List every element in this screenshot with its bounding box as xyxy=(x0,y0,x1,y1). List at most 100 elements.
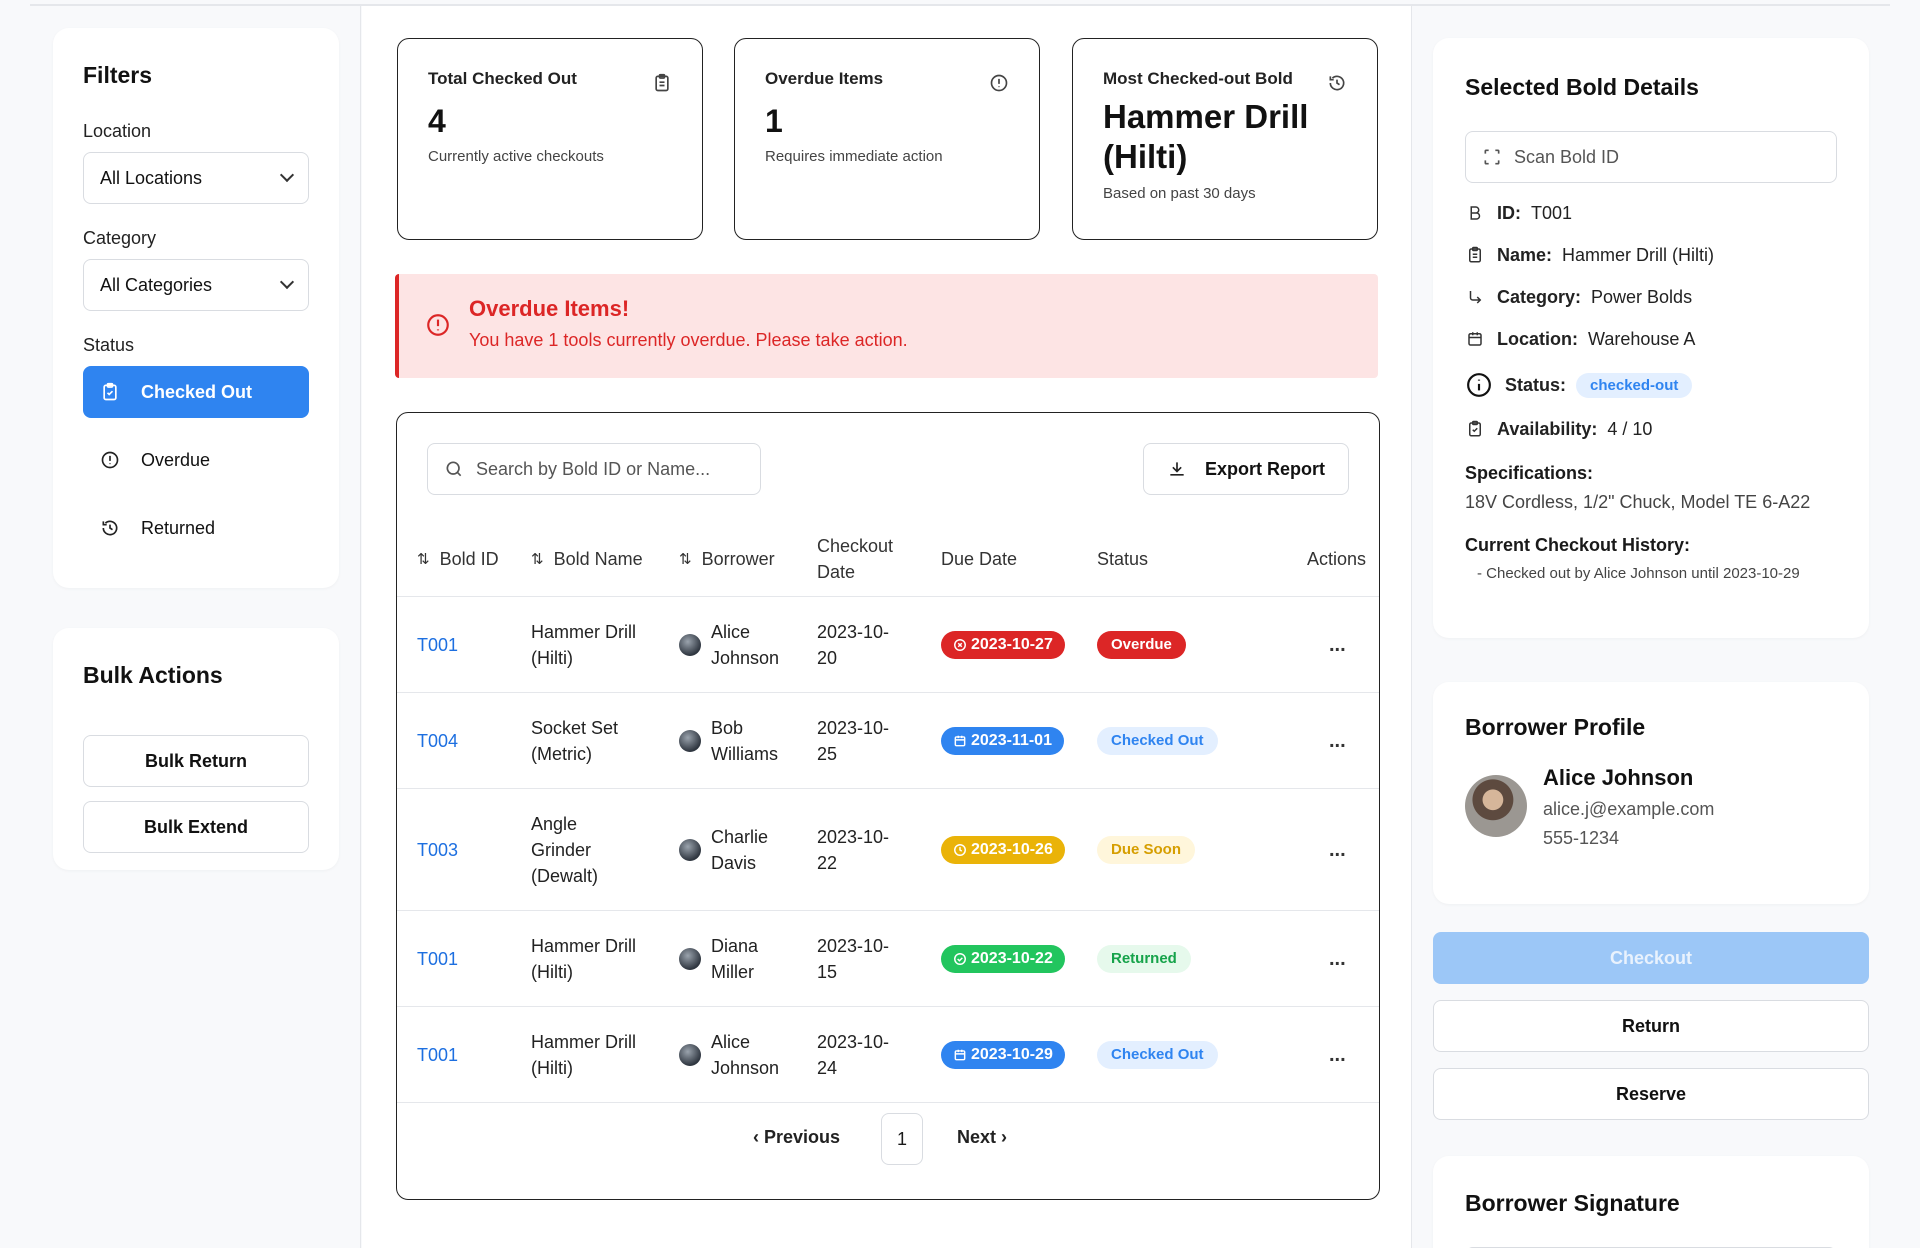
history-label: Current Checkout History: xyxy=(1465,535,1691,555)
return-button[interactable]: Return xyxy=(1433,1000,1869,1052)
corner-down-right-icon xyxy=(1465,287,1485,307)
row-id-link[interactable]: T004 xyxy=(417,730,459,751)
detail-key: Category: xyxy=(1497,286,1582,307)
borrower-profile-card: Borrower Profile Alice Johnson alice.j@e… xyxy=(1433,682,1869,904)
detail-location: Location: Warehouse A xyxy=(1465,327,1837,351)
due-date-badge: 2023-10-22 xyxy=(941,944,1065,973)
status-filter-returned[interactable]: Returned xyxy=(83,502,309,554)
page-number-button[interactable]: 1 xyxy=(881,1113,923,1165)
row-borrower: Bob Williams xyxy=(679,693,799,788)
row-id[interactable]: T001 xyxy=(417,911,458,1006)
calendar-icon xyxy=(954,1049,966,1060)
row-id-link[interactable]: T001 xyxy=(417,1044,459,1065)
col-header-name[interactable]: ⇅ Bold Name xyxy=(531,521,643,597)
row-due-date: 2023-10-22 xyxy=(941,911,1065,1006)
alert-title: Overdue Items! xyxy=(469,296,630,321)
alert-circle-icon xyxy=(425,312,451,338)
due-date-badge: 2023-10-27 xyxy=(941,630,1065,659)
avatar xyxy=(1465,775,1527,837)
table-row[interactable]: T004 Socket Set (Metric) Bob Williams 20… xyxy=(397,693,1379,789)
main-content: Total Checked Out 4 Currently active che… xyxy=(362,6,1412,1248)
row-id[interactable]: T001 xyxy=(417,597,458,692)
row-id-link[interactable]: T001 xyxy=(417,634,459,655)
search-input[interactable]: Search by Bold ID or Name... xyxy=(427,443,761,495)
clipboard-icon xyxy=(652,73,672,93)
col-header-label: Actions xyxy=(1307,548,1367,569)
history-entry: - Checked out by Alice Johnson until 202… xyxy=(1477,565,1800,582)
scan-bold-id-input[interactable]: Scan Bold ID xyxy=(1465,131,1837,183)
clock-icon xyxy=(954,843,966,856)
signature-title: Borrower Signature xyxy=(1465,1190,1680,1216)
avatar xyxy=(679,947,701,970)
table-row[interactable]: T001 Hammer Drill (Hilti) Diana Miller 2… xyxy=(397,911,1379,1007)
row-actions-button[interactable]: ... xyxy=(1329,729,1346,752)
bold-b-icon xyxy=(1465,203,1485,223)
row-id[interactable]: T003 xyxy=(417,789,458,910)
row-name: Hammer Drill (Hilti) xyxy=(531,935,636,982)
profile-title: Borrower Profile xyxy=(1465,714,1646,740)
borrower-name: Alice Johnson xyxy=(711,621,780,668)
previous-page-button[interactable]: ‹ Previous xyxy=(753,1127,840,1148)
scan-icon xyxy=(1482,147,1502,167)
col-header-actions: Actions xyxy=(1307,521,1366,597)
col-header-label: Bold ID xyxy=(439,548,499,569)
checkout-button[interactable]: Checkout xyxy=(1433,932,1869,984)
stat-subtitle: Based on past 30 days xyxy=(1103,185,1256,202)
col-header-due: Due Date xyxy=(941,521,1017,597)
status-filter-overdue[interactable]: Overdue xyxy=(83,434,309,486)
row-actions-button[interactable]: ... xyxy=(1329,1043,1346,1066)
status-badge: Checked Out xyxy=(1097,1040,1218,1069)
pagination: ‹ Previous 1 Next › xyxy=(397,1095,1379,1199)
detail-category: Category: Power Bolds xyxy=(1465,285,1837,309)
chevron-right-icon: › xyxy=(996,1127,1008,1147)
table-row[interactable]: T003 Angle Grinder (Dewalt) Charlie Davi… xyxy=(397,789,1379,911)
row-actions-button[interactable]: ... xyxy=(1329,838,1346,861)
bulk-actions-title: Bulk Actions xyxy=(83,662,223,688)
table-row[interactable]: T001 Hammer Drill (Hilti) Alice Johnson … xyxy=(397,597,1379,693)
detail-key: Availability: xyxy=(1497,418,1598,439)
specs-label: Specifications: xyxy=(1465,463,1594,483)
table-row[interactable]: T001 Hammer Drill (Hilti) Alice Johnson … xyxy=(397,1007,1379,1103)
chevron-left-icon: ‹ xyxy=(753,1127,764,1147)
stat-title: Most Checked-out Bold xyxy=(1103,69,1293,88)
status-filter-checked-out[interactable]: Checked Out xyxy=(83,366,309,418)
stat-title: Overdue Items xyxy=(765,69,884,88)
next-page-button[interactable]: Next › xyxy=(957,1127,1007,1148)
status-label: Status xyxy=(83,335,135,355)
filters-sidebar: Filters Location All Locations Category … xyxy=(31,6,361,1248)
col-header-borrower[interactable]: ⇅ Borrower xyxy=(679,521,775,597)
col-header-status: Status xyxy=(1097,521,1148,597)
col-header-id[interactable]: ⇅ Bold ID xyxy=(417,521,499,597)
detail-value: 4 / 10 xyxy=(1607,418,1653,439)
row-actions-button[interactable]: ... xyxy=(1329,633,1346,656)
sort-icon: ⇅ xyxy=(531,551,544,568)
row-id-link[interactable]: T003 xyxy=(417,839,459,860)
stat-overdue-items: Overdue Items 1 Requires immediate actio… xyxy=(734,38,1040,240)
stat-value: 4 xyxy=(428,103,446,139)
bulk-return-button[interactable]: Bulk Return xyxy=(83,735,309,787)
row-id[interactable]: T001 xyxy=(417,1007,458,1102)
detail-key: Location: xyxy=(1497,328,1578,349)
export-report-button[interactable]: Export Report xyxy=(1143,443,1349,495)
row-status: Returned xyxy=(1097,911,1191,1006)
stat-value: 1 xyxy=(765,103,783,139)
bulk-extend-button[interactable]: Bulk Extend xyxy=(83,801,309,853)
location-select[interactable]: All Locations xyxy=(83,152,309,204)
calendar-icon xyxy=(954,735,966,746)
avatar xyxy=(679,729,701,752)
clipboard-check-icon xyxy=(1465,419,1485,439)
bulk-actions-card: Bulk Actions Bulk Return Bulk Extend xyxy=(53,628,339,870)
detail-value: Warehouse A xyxy=(1588,328,1696,349)
row-id-link[interactable]: T001 xyxy=(417,948,459,969)
row-actions-button[interactable]: ... xyxy=(1329,947,1346,970)
reserve-button[interactable]: Reserve xyxy=(1433,1068,1869,1120)
detail-name: Name: Hammer Drill (Hilti) xyxy=(1465,243,1837,267)
category-select[interactable]: All Categories xyxy=(83,259,309,311)
sort-icon: ⇅ xyxy=(417,551,430,568)
due-date-text: 2023-10-29 xyxy=(971,1045,1053,1063)
avatar xyxy=(679,633,701,656)
alert-message: You have 1 tools currently overdue. Plea… xyxy=(469,330,908,350)
row-checkout-date: 2023-10-15 xyxy=(817,935,890,982)
col-header-label: Due Date xyxy=(941,548,1018,569)
row-id[interactable]: T004 xyxy=(417,693,458,788)
